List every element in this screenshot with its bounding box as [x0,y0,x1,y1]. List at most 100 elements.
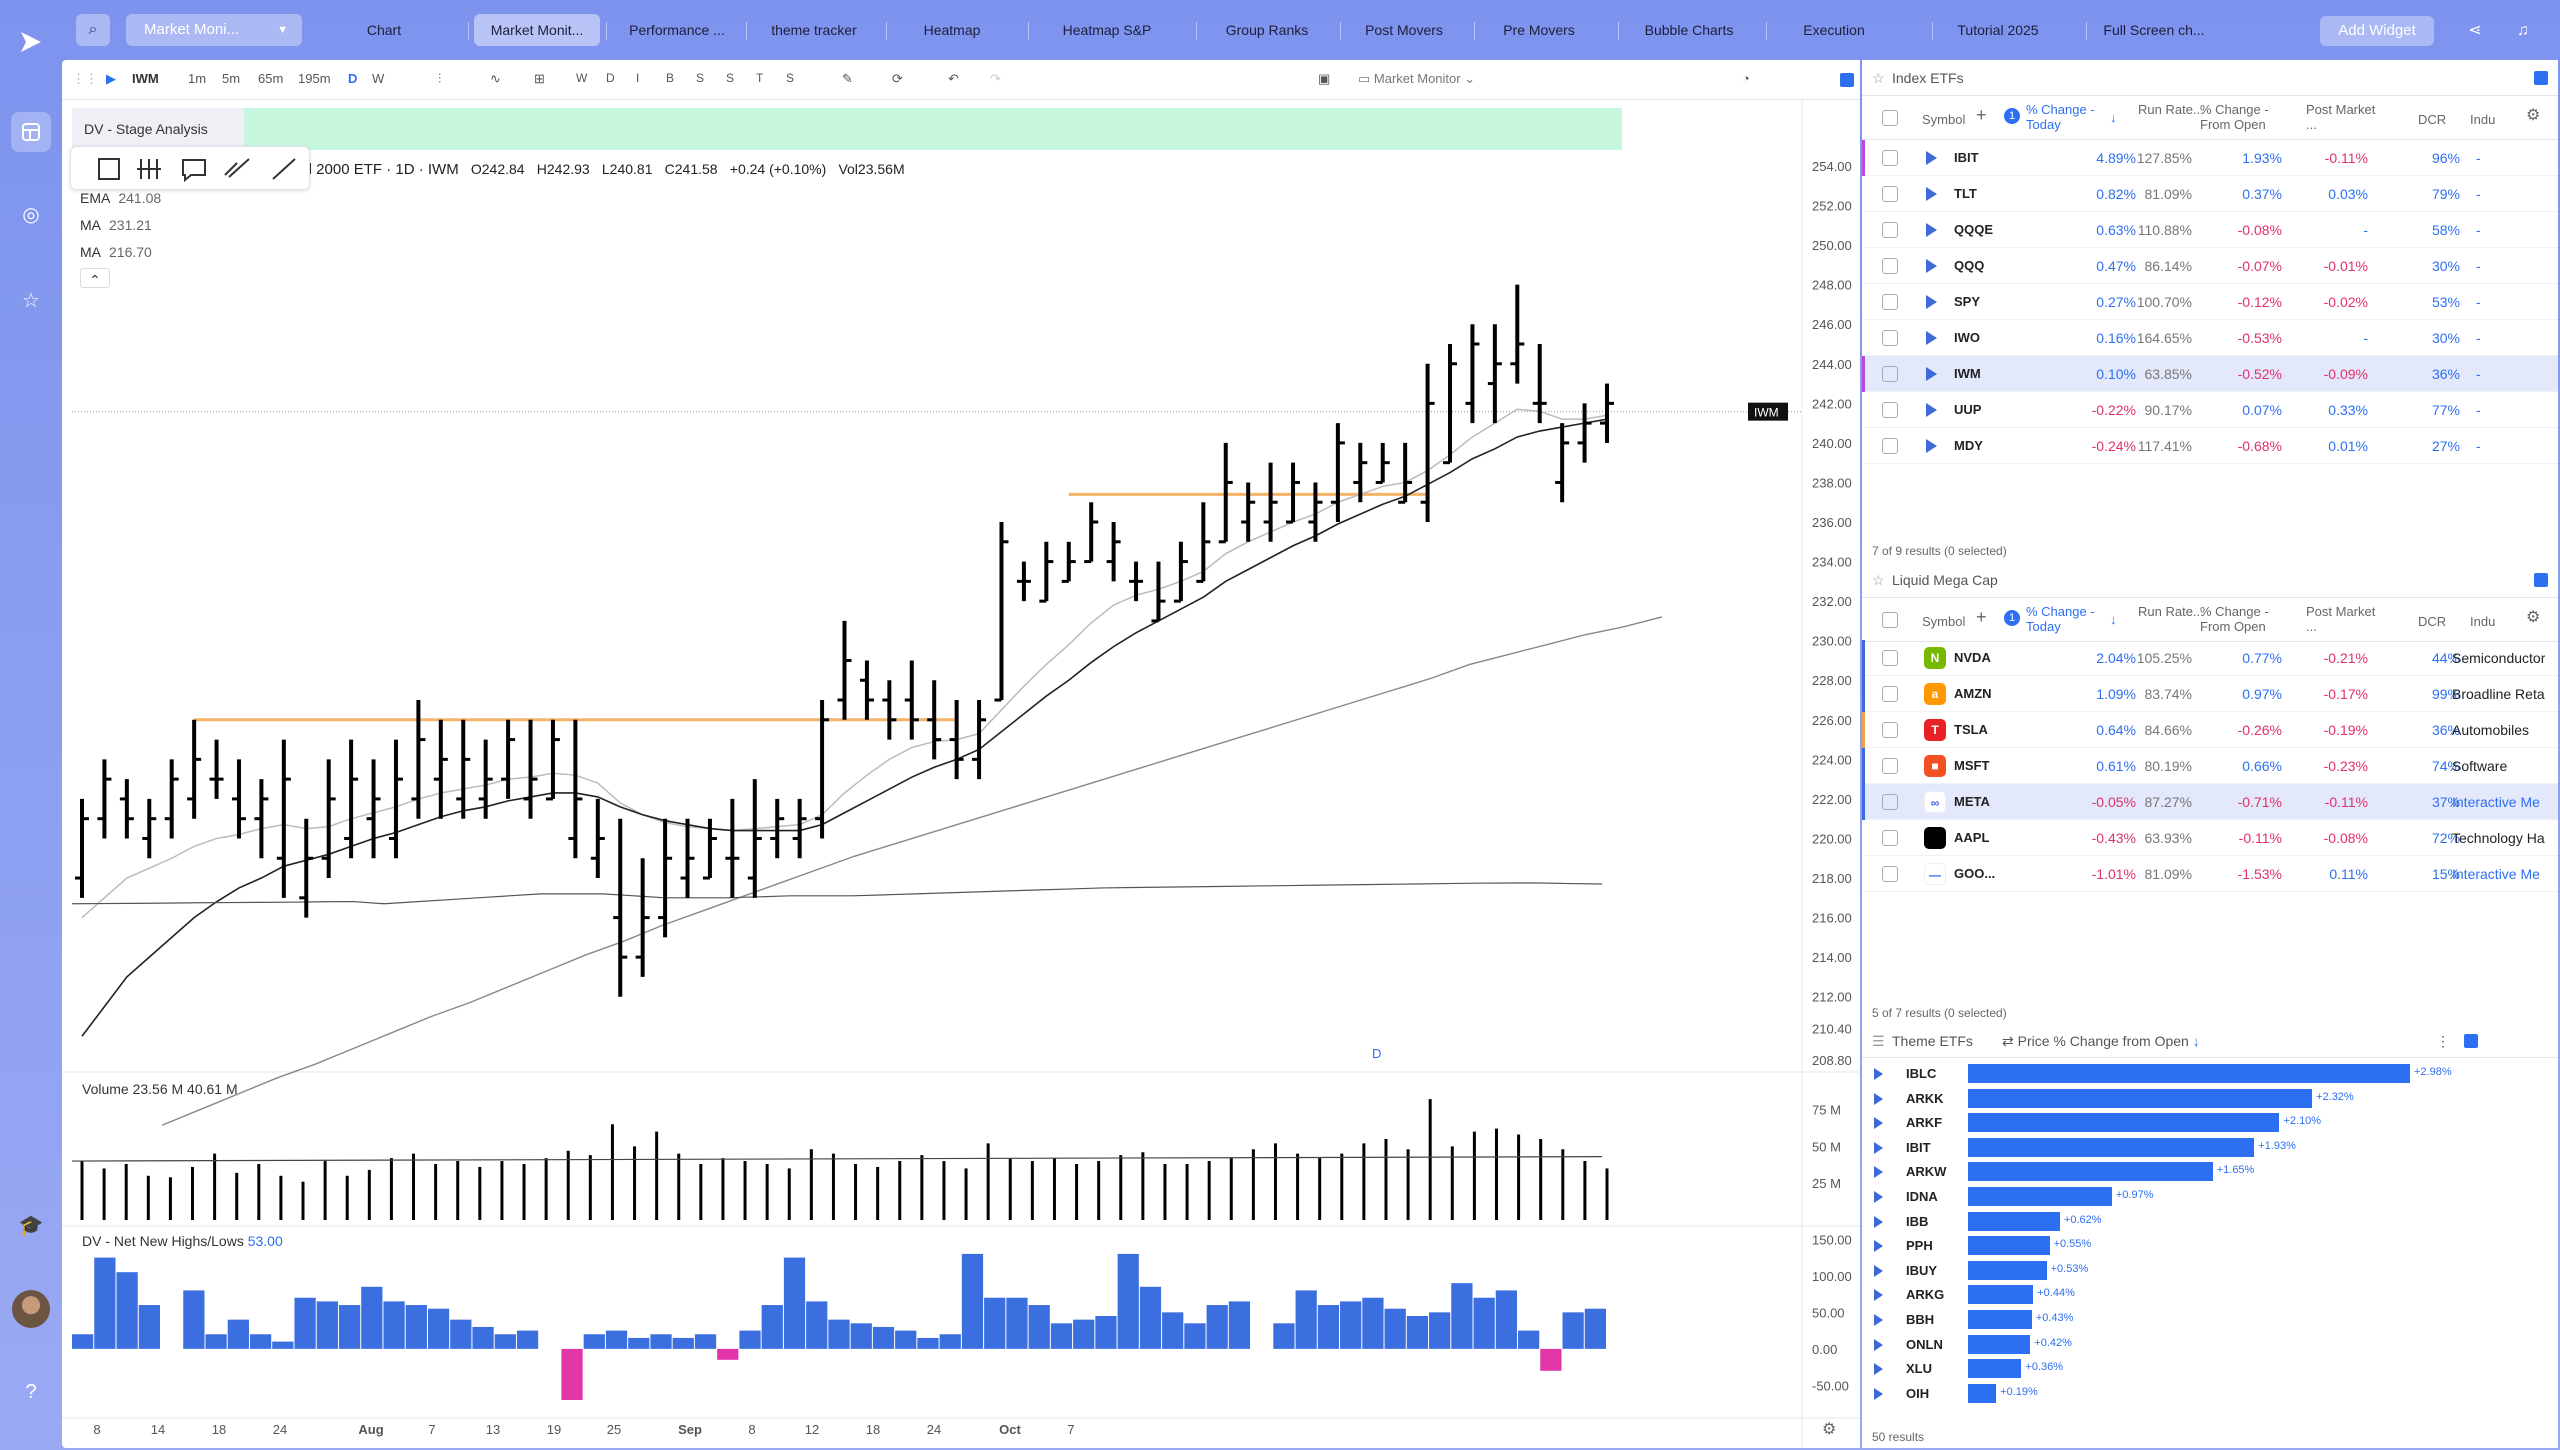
symbol-cell[interactable]: AMZN [1954,686,1992,701]
sort-desc-icon[interactable]: ↓ [2110,110,2117,125]
ohlc-bar[interactable] [1263,462,1278,542]
symbol-cell[interactable]: AAPL [1954,830,1990,845]
row-checkbox[interactable] [1882,294,1898,310]
ohlc-bar[interactable] [1084,502,1099,564]
ohlc-bar[interactable] [904,660,919,740]
table-settings-icon[interactable]: ⚙ [2526,609,2541,626]
link-color-icon[interactable] [2534,573,2548,587]
ohlc-bar[interactable] [119,779,134,839]
ohlc-bar[interactable] [388,739,403,859]
list-icon[interactable]: ☰ [1872,1033,1885,1049]
ohlc-bar[interactable] [1510,284,1525,384]
theme-bar-row[interactable]: ARKK +2.32% [1862,1087,2558,1111]
theme-bar-row[interactable]: XLU +0.36% [1862,1357,2558,1381]
ohlc-bar[interactable] [837,620,852,720]
row-checkbox[interactable] [1882,150,1898,166]
ohlc-bar[interactable] [994,522,1009,702]
play-icon[interactable] [1874,1338,1883,1351]
indicator-legend-row[interactable]: MA 231.21 [80,212,161,239]
line-tool-icon[interactable] [272,158,296,180]
help-icon[interactable]: ? [25,1380,37,1403]
column-header[interactable]: Post Market ... [2306,102,2376,132]
column-header[interactable]: DCR [2418,614,2447,629]
row-checkbox[interactable] [1882,330,1898,346]
symbol-cell[interactable]: IBIT [1954,150,1979,165]
quick-interval-4[interactable]: S [696,71,705,85]
ohlc-bar[interactable] [815,700,830,839]
row-checkbox[interactable] [1882,258,1898,274]
ohlc-bar[interactable] [276,739,291,898]
row-checkbox[interactable] [1882,722,1898,738]
interval-4[interactable]: D [348,71,358,86]
chart-type-icon[interactable]: ∿ [490,71,501,86]
row-checkbox[interactable] [1882,366,1898,382]
redo-icon[interactable]: ↷ [990,71,1001,86]
table-row[interactable]: QQQE 0.63% 110.88% -0.08% -58% - [1862,212,2558,248]
table-row[interactable]: IWO 0.16% 164.65% -0.53% -30% - [1862,320,2558,356]
share-icon[interactable]: ⋖ [2468,22,2482,39]
tab-3[interactable]: theme tracker [771,22,857,38]
ohlc-bar[interactable] [613,818,628,997]
table-row[interactable]: QQQ 0.47% 86.14% -0.07% -0.01% 30% - [1862,248,2558,284]
ohlc-bar[interactable] [1487,324,1502,424]
symbol-cell[interactable]: GOO... [1954,866,1996,881]
tab-6[interactable]: Group Ranks [1225,22,1309,38]
ohlc-bar[interactable] [1173,541,1188,603]
play-icon[interactable] [1874,1166,1883,1179]
ohlc-bar[interactable] [1465,324,1480,424]
ohlc-bar[interactable] [1151,561,1166,623]
column-header[interactable]: Symbol [1922,614,1966,629]
ohlc-bar[interactable] [344,739,359,859]
row-checkbox[interactable] [1882,650,1898,666]
theme-bar-row[interactable]: ONLN +0.42% [1862,1333,2558,1357]
interval-3[interactable]: 195m [298,71,331,86]
chart-settings-icon[interactable]: ⚙ [1822,1419,1836,1438]
ohlc-bar[interactable] [680,818,695,898]
ohlc-bar[interactable] [478,739,493,819]
play-icon[interactable] [1874,1215,1883,1228]
ohlc-bar[interactable] [75,798,89,898]
symbol-cell[interactable]: NVDA [1954,650,1991,665]
interval-5[interactable]: W [372,71,385,86]
search-icon[interactable]: ⌕ [76,14,110,46]
ohlc-bar[interactable] [747,779,762,898]
column-header[interactable]: Indu [2470,112,2496,127]
tab-2[interactable]: Performance ... [629,22,725,38]
symbol-input[interactable]: IWM [132,71,159,86]
row-checkbox[interactable] [1882,866,1898,882]
refresh-icon[interactable]: ⟳ [892,71,903,86]
add-column-icon[interactable]: + [1976,105,1987,125]
ohlc-bar[interactable] [1577,403,1592,463]
column-header[interactable]: DCR [2418,112,2447,127]
play-icon[interactable]: ▶ [106,71,116,86]
tab-1[interactable]: Market Monit... [474,14,600,46]
ohlc-bar[interactable] [972,700,987,780]
ohlc-bar[interactable] [882,680,897,740]
play-icon[interactable] [1926,403,1937,417]
ohlc-bar[interactable] [366,759,381,859]
ohlc-bar[interactable] [187,719,202,819]
ohlc-bar[interactable] [725,798,740,898]
symbol-cell[interactable]: TLT [1954,186,1977,201]
theme-bar-row[interactable]: OIH +0.19% [1862,1382,2558,1406]
table-row[interactable]: TLT 0.82% 81.09% 0.37% 0.03% 79% - [1862,176,2558,212]
ohlc-bar[interactable] [97,759,112,839]
ohlc-bar[interactable] [523,719,538,819]
row-checkbox[interactable] [1882,686,1898,702]
ohlc-bar[interactable] [142,798,157,859]
play-icon[interactable] [1926,151,1937,165]
ohlc-bar[interactable] [927,680,942,760]
table-row[interactable]: UUP -0.22% 90.17% 0.07% 0.33% 77% - [1862,392,2558,428]
symbol-cell[interactable]: IWO [1954,330,1980,345]
play-icon[interactable] [1874,1191,1883,1203]
play-icon[interactable] [1926,439,1937,453]
link-color-icon[interactable] [1840,73,1854,87]
theme-bar-row[interactable]: IBB +0.62% [1862,1210,2558,1234]
ohlc-bar[interactable] [1106,522,1121,582]
ohlc-bar[interactable] [1241,482,1256,542]
layout-name[interactable]: ▭ Market Monitor ⌄ [1358,71,1476,86]
dashboard-icon[interactable] [11,112,51,152]
ohlc-bar[interactable] [1600,383,1614,443]
ohlc-bar[interactable] [590,798,605,879]
table-row[interactable]: ■ MSFT 0.61% 80.19% 0.66% -0.23% 74% Software [1862,748,2558,784]
